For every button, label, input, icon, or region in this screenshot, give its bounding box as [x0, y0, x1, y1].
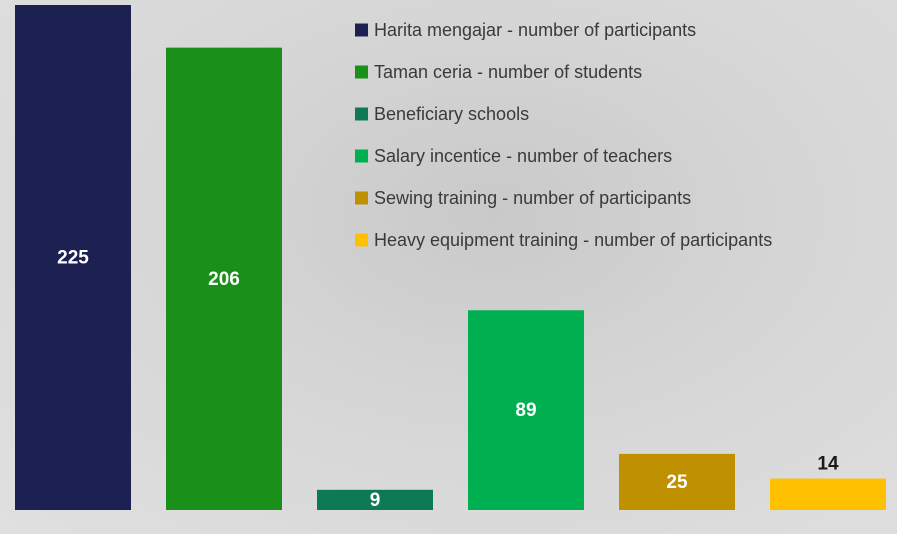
legend-label: Heavy equipment training - number of par… [374, 230, 772, 250]
legend-label: Salary incentice - number of teachers [374, 146, 672, 166]
value-label: 89 [515, 400, 536, 421]
bar [15, 5, 131, 510]
legend-swatch [355, 191, 368, 205]
value-label: 14 [817, 454, 839, 475]
value-label: 9 [370, 490, 381, 511]
legend-swatch [355, 149, 368, 163]
legend-swatch [355, 233, 368, 247]
legend-swatch [355, 23, 368, 37]
legend-swatch [355, 65, 368, 79]
legend-label: Taman ceria - number of students [374, 62, 642, 82]
bar [468, 310, 584, 510]
bar [317, 489, 433, 510]
value-label: 206 [208, 269, 240, 290]
bar [166, 47, 282, 511]
value-label: 25 [666, 472, 688, 493]
legend-swatch [355, 107, 368, 121]
bar [619, 453, 735, 510]
legend-label: Beneficiary schools [374, 104, 529, 124]
bar [770, 478, 886, 510]
legend-label: Sewing training - number of participants [374, 188, 691, 208]
value-label: 225 [57, 248, 89, 269]
legend-label: Harita mengajar - number of participants [374, 20, 696, 40]
